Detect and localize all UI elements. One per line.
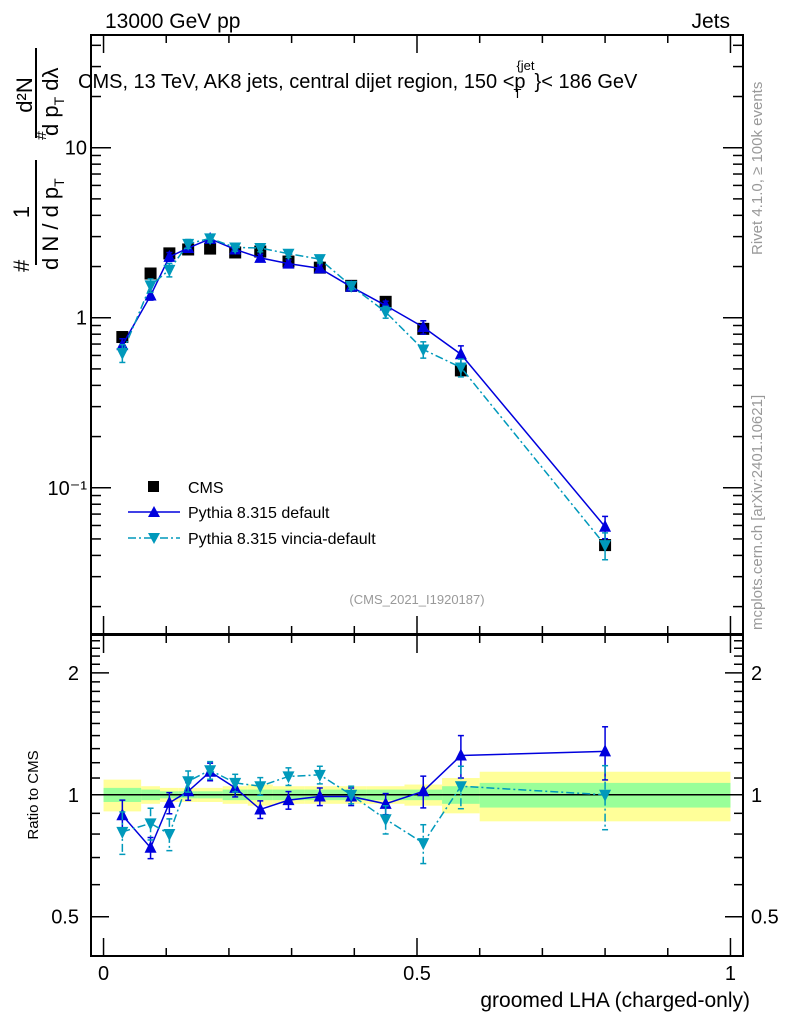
- data-point: [163, 264, 176, 277]
- ratio-point: [379, 814, 392, 827]
- ratio-line: [122, 769, 606, 845]
- data-point: [417, 320, 430, 333]
- svg-text:CMS: CMS: [188, 480, 224, 497]
- ratio-point: [282, 771, 295, 784]
- svg-text:Rivet 4.1.0, ≥ 100k events: Rivet 4.1.0, ≥ 100k events: [749, 82, 766, 255]
- x-tick-label: 0.5: [403, 963, 431, 985]
- legend: CMS Pythia 8.315 default Pythia 8.315 vi…: [128, 480, 376, 548]
- ratio-plot: 0 0.5 1 0.5 0.5 1 1 2 2: [51, 634, 779, 985]
- legend-item-pythia-vincia: Pythia 8.315 vincia-default: [128, 531, 376, 548]
- ratio-y-tick-label-right: 0.5: [751, 907, 779, 929]
- ratio-point: [454, 748, 467, 761]
- svg-text:d N / d pT: d N / d pT: [38, 178, 67, 270]
- data-point: [116, 348, 129, 361]
- data-point: [254, 250, 267, 263]
- x-tick-label: 0: [98, 963, 109, 985]
- legend-item-cms: CMS: [148, 480, 224, 497]
- data-point: [313, 261, 326, 274]
- legend-item-pythia-default: Pythia 8.315 default: [128, 505, 330, 522]
- ratio-point: [417, 838, 430, 851]
- data-point: [379, 307, 392, 320]
- svg-text:Pythia 8.315 vincia-default: Pythia 8.315 vincia-default: [188, 531, 376, 548]
- data-point: [229, 242, 242, 255]
- ratio-y-tick-label: 2: [68, 663, 79, 685]
- svg-text:Pythia 8.315 default: Pythia 8.315 default: [188, 505, 330, 522]
- ratio-point: [204, 765, 217, 778]
- svg-text:d²N: d²N: [12, 77, 37, 112]
- x-tick-label: 1: [725, 963, 736, 985]
- ratio-y-tick-label-right: 2: [751, 663, 762, 685]
- ratio-point: [163, 829, 176, 842]
- y-axis-label: # 1 d N / d pT # d²N d pT dλ: [9, 48, 67, 272]
- ratio-point: [182, 776, 195, 789]
- x-axis-label: groomed LHA (charged-only): [480, 989, 750, 1012]
- data-point: [417, 344, 430, 357]
- y-tick-label: 10: [65, 138, 87, 160]
- series-line: [121, 238, 606, 528]
- ratio-point: [254, 781, 267, 794]
- y-tick-label: 10⁻¹: [48, 478, 88, 500]
- ratio-point: [229, 777, 242, 790]
- svg-text:#: #: [9, 259, 34, 272]
- data-point: [204, 233, 217, 246]
- data-point: [144, 280, 157, 293]
- data-point: [282, 248, 295, 261]
- svg-text:mcplots.cern.ch [arXiv:2401.10: mcplots.cern.ch [arXiv:2401.10621]: [749, 395, 766, 630]
- data-point: [454, 362, 467, 375]
- ratio-y-label: Ratio to CMS: [25, 750, 42, 839]
- ratio-point: [144, 818, 157, 831]
- svg-text:d pT dλ: d pT dλ: [38, 67, 67, 136]
- ratio-series-1: [116, 760, 612, 865]
- ratio-point: [599, 744, 612, 757]
- data-point: [282, 256, 295, 269]
- ratio-y-tick-label: 1: [68, 785, 79, 807]
- data-point: [599, 519, 612, 532]
- data-point: [144, 267, 157, 280]
- data-point: [182, 238, 195, 251]
- ratio-line: [121, 750, 606, 850]
- data-point: [599, 540, 612, 553]
- ratio-point: [454, 781, 467, 794]
- data-point: [345, 280, 358, 293]
- svg-text:1: 1: [9, 206, 34, 218]
- watermark: (CMS_2021_I1920187): [349, 592, 484, 607]
- ratio-y-tick-label: 0.5: [51, 907, 79, 929]
- plot-title: CMS, 13 TeV, AK8 jets, central dijet reg…: [78, 58, 638, 101]
- data-point: [163, 249, 176, 262]
- data-point: [313, 254, 326, 267]
- ratio-point: [144, 840, 157, 853]
- data-point: [454, 347, 467, 360]
- header-left: 13000 GeV pp: [105, 10, 240, 33]
- series-2: [116, 233, 612, 561]
- data-point: [254, 243, 267, 256]
- svg-text:Ratio to CMS: Ratio to CMS: [25, 750, 42, 839]
- ratio-point: [282, 793, 295, 806]
- ratio-point: [417, 784, 430, 797]
- ratio-point: [254, 802, 267, 815]
- ratio-point: [599, 789, 612, 802]
- mcplots-label: mcplots.cern.ch [arXiv:2401.10621]: [749, 395, 766, 630]
- svg-text:#: #: [33, 131, 50, 140]
- data-point: [204, 242, 217, 255]
- y-tick-label: 1: [76, 308, 87, 330]
- ratio-point: [345, 789, 358, 802]
- series-line: [121, 237, 606, 546]
- ratio-y-tick-label-right: 1: [751, 785, 762, 807]
- data-point: [144, 288, 157, 301]
- ratio-point: [313, 769, 326, 782]
- ratio-point: [313, 789, 326, 802]
- ratio-point: [116, 826, 129, 839]
- rivet-label: Rivet 4.1.0, ≥ 100k events: [749, 82, 766, 255]
- header-right: Jets: [691, 10, 730, 33]
- ratio-point: [163, 795, 176, 808]
